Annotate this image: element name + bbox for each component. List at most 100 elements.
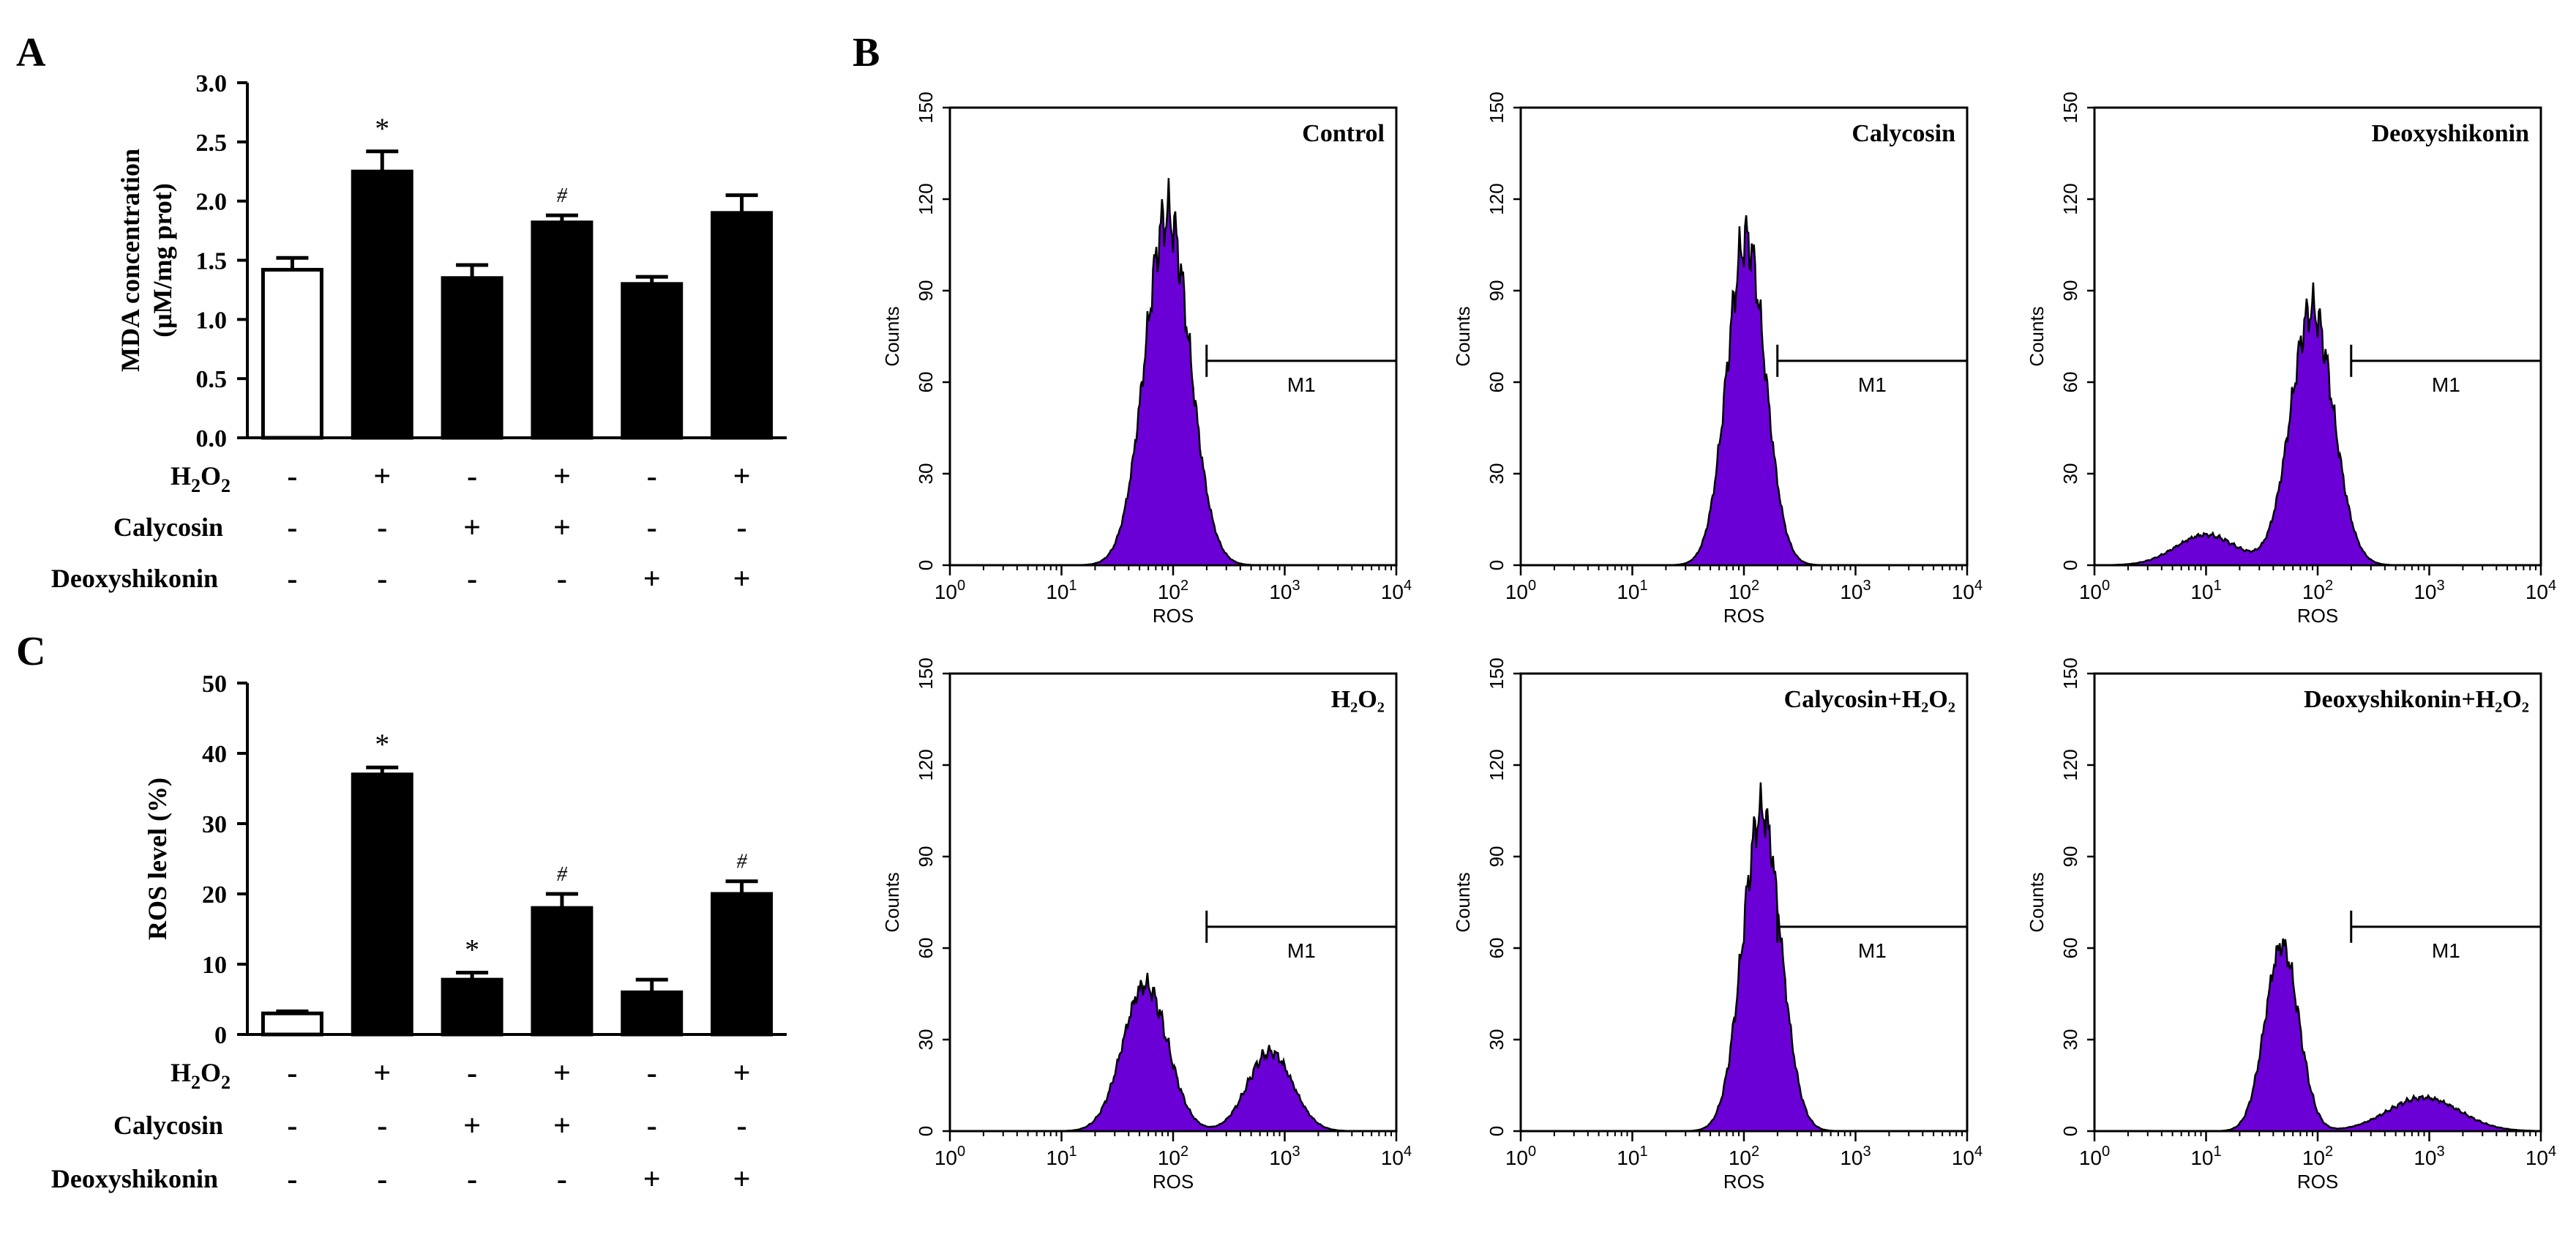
treatment-sign: + [643,1163,661,1196]
x-tick-label: 103 [1269,578,1300,603]
histogram-title: Calycosin+H₂O₂ [1784,686,1955,713]
y-tick-label: 20 [202,881,227,909]
treatment-sign: - [467,1163,477,1196]
histogram-panel: M1 Control 0 30 60 90 120 150 Counts 100 101 102 103… [881,92,1412,627]
plot-frame [948,672,1398,1133]
histogram-title: Calycosin [1852,120,1955,147]
treatment-label-calycosin: Calycosin [113,512,223,542]
y-tick-label: 150 [1486,92,1508,123]
y-axis-label: Counts [1452,306,1474,366]
significance-mark: * [465,933,479,966]
treatment-sign: - [287,460,297,493]
y-tick-label: 150 [2059,657,2081,689]
bar [621,990,684,1037]
bar [531,906,594,1037]
treatment-sign: - [377,1163,387,1196]
bar [351,169,413,440]
histogram-panel: M1 H₂O₂ 0 30 60 90 120 150 Counts 100 101 102 103 104… [881,657,1412,1193]
treatment-sign: - [377,1109,387,1143]
gate-label: M1 [2432,373,2460,396]
bar [441,977,503,1037]
treatment-sign: - [377,511,387,545]
ros-bar-chart: 0 10 20 30 40 50 ROS level (%) * * # # H2O2 - + - + - + Ca… [51,671,787,1196]
x-tick-label: 101 [2190,578,2221,603]
treatment-sign: - [647,460,657,493]
y-tick-label: 3.0 [196,70,228,97]
x-axis-label: ROS [1153,605,1194,627]
histogram-title: Control [1302,120,1385,147]
x-tick-label: 101 [1617,1144,1647,1169]
treatment-sign: - [287,511,297,545]
y-tick-label: 60 [2059,938,2081,959]
x-tick-label: 103 [1840,1144,1871,1169]
treatment-sign: - [557,1163,567,1196]
x-tick-label: 100 [2079,578,2110,603]
y-tick-label: 0.5 [196,366,228,393]
x-axis-label: ROS [1723,1171,1764,1193]
x-tick-label: 102 [1158,578,1188,603]
panel-label-c: C [16,629,45,674]
y-tick-label: 90 [1486,280,1508,302]
x-tick-label: 102 [2302,578,2333,603]
y-tick-label: 90 [915,280,937,302]
x-tick-label: 101 [1046,578,1077,603]
x-tick-label: 104 [1381,1144,1412,1169]
x-tick-label: 103 [1269,1144,1300,1169]
treatment-sign: + [733,562,751,596]
gate-label: M1 [1858,373,1887,396]
x-tick-label: 101 [1617,578,1647,603]
histogram-area [2094,938,2542,1133]
treatment-sign: - [287,1056,297,1090]
y-tick-label: 0.0 [196,425,228,452]
y-tick-label: 60 [1486,372,1508,393]
bar [711,892,774,1037]
histogram-area [950,972,1396,1133]
treatment-sign: - [287,562,297,596]
gate-label: M1 [2432,939,2460,962]
treatment-label-calycosin: Calycosin [113,1111,223,1140]
y-tick-label: 0 [2059,1126,2081,1136]
histogram-title: H₂O₂ [1331,686,1385,713]
y-tick-label: 30 [915,1029,937,1051]
treatment-sign: + [733,1056,751,1090]
gate-label: M1 [1858,939,1887,962]
histogram-area [2094,282,2541,567]
x-tick-label: 104 [2526,578,2556,603]
treatment-sign: + [463,511,481,545]
y-axis-label: ROS level (%) [143,778,172,940]
y-tick-label: 120 [2059,749,2081,780]
x-tick-label: 104 [2526,1144,2556,1169]
y-tick-label: 120 [915,183,937,215]
treatment-sign: - [467,460,477,493]
bar [531,220,594,440]
x-tick-label: 100 [2079,1144,2110,1169]
y-tick-label: 10 [202,952,227,979]
y-tick-label: 0 [1486,1126,1508,1136]
y-axis-label: Counts [2026,306,2048,366]
treatment-label-deoxyshikonin: Deoxyshikonin [51,1164,218,1193]
y-tick-label: 120 [1486,749,1508,780]
bar [261,267,323,440]
x-tick-label: 102 [2302,1144,2333,1169]
histogram-panel: M1 Calycosin+H₂O₂ 0 30 60 90 120 150 Counts 100 10… [1452,657,1982,1193]
treatment-sign: - [467,562,477,596]
treatment-sign: + [373,460,391,493]
bar [441,276,503,440]
ros-flow-histograms: M1 Control 0 30 60 90 120 150 Counts 100 101 102 103… [881,92,2556,1193]
treatment-sign: - [467,1056,477,1090]
y-tick-label: 120 [2059,183,2081,215]
y-tick-label: 30 [2059,463,2081,485]
histogram-panel: M1 Deoxyshikonin 0 30 60 90 120 150 Counts 100 101… [2026,92,2556,627]
bar [711,211,774,440]
histogram-title: Deoxyshikonin+H₂O₂ [2304,686,2529,713]
x-tick-label: 104 [1381,578,1412,603]
x-axis-label: ROS [2297,605,2338,627]
x-tick-label: 100 [1505,1144,1536,1169]
x-tick-label: 103 [1840,578,1871,603]
treatment-sign: + [733,1163,751,1196]
treatment-sign: - [287,1163,297,1196]
gate-label: M1 [1287,373,1316,396]
treatment-sign: + [643,562,661,596]
y-tick-label: 30 [915,463,937,485]
